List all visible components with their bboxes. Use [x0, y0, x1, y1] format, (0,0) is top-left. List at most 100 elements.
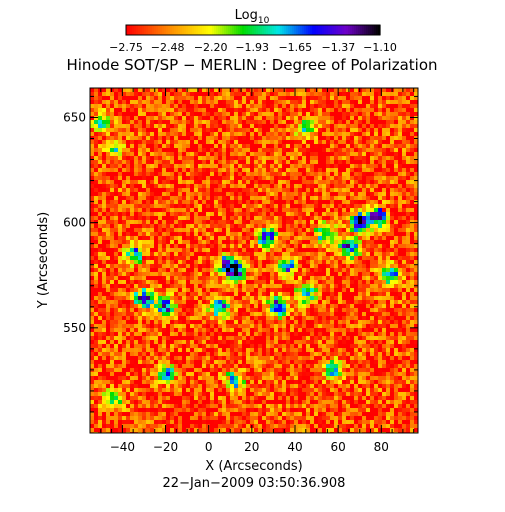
heatmap-cell — [130, 320, 134, 324]
heatmap-cell — [202, 252, 206, 256]
heatmap-cell — [290, 184, 294, 188]
heatmap-cell — [314, 112, 318, 116]
heatmap-cell — [90, 112, 94, 116]
heatmap-cell — [346, 240, 350, 244]
heatmap-cell — [198, 88, 202, 92]
heatmap-cell — [94, 316, 98, 320]
heatmap-cell — [222, 96, 226, 100]
heatmap-cell — [206, 156, 210, 160]
heatmap-cell — [138, 160, 142, 164]
heatmap-cell — [254, 284, 258, 288]
heatmap-cell — [230, 124, 234, 128]
heatmap-cell — [94, 240, 98, 244]
heatmap-cell — [94, 172, 98, 176]
heatmap-cell — [394, 224, 398, 228]
heatmap-cell — [402, 228, 406, 232]
heatmap-cell — [234, 168, 238, 172]
heatmap-cell — [122, 104, 126, 108]
heatmap-cell — [390, 124, 394, 128]
heatmap-cell — [310, 256, 314, 260]
heatmap-cell — [234, 92, 238, 96]
heatmap-cell — [146, 92, 150, 96]
heatmap-cell — [114, 184, 118, 188]
heatmap-cell — [226, 200, 230, 204]
heatmap-cell — [254, 288, 258, 292]
heatmap-cell — [286, 208, 290, 212]
heatmap-cell — [138, 308, 142, 312]
colorbar-segment — [160, 25, 163, 35]
colorbar-title: Log10 — [235, 8, 270, 26]
heatmap-cell — [298, 96, 302, 100]
heatmap-cell — [146, 276, 150, 280]
heatmap-cell — [118, 104, 122, 108]
heatmap-cell — [258, 240, 262, 244]
heatmap-cell — [246, 244, 250, 248]
heatmap-cell — [98, 252, 102, 256]
heatmap-cell — [354, 156, 358, 160]
heatmap-cell — [314, 228, 318, 232]
heatmap-cell — [102, 216, 106, 220]
heatmap-cell — [362, 256, 366, 260]
heatmap-cell — [110, 104, 114, 108]
heatmap-cell — [350, 184, 354, 188]
heatmap-cell — [198, 296, 202, 300]
heatmap-cell — [238, 288, 242, 292]
heatmap-cell — [386, 296, 390, 300]
heatmap-cell — [226, 100, 230, 104]
heatmap-cell — [206, 248, 210, 252]
heatmap-cell — [354, 160, 358, 164]
colorbar-segment — [142, 25, 145, 35]
heatmap-cell — [370, 284, 374, 288]
heatmap-cell — [122, 256, 126, 260]
heatmap-cell — [102, 176, 106, 180]
heatmap-cell — [138, 144, 142, 148]
heatmap-cell — [102, 284, 106, 288]
heatmap-cell — [362, 96, 366, 100]
heatmap-cell — [362, 200, 366, 204]
heatmap-cell — [318, 132, 322, 136]
heatmap-cell — [278, 236, 282, 240]
colorbar-segment — [276, 25, 279, 35]
heatmap-cell — [346, 104, 350, 108]
heatmap-cell — [250, 96, 254, 100]
heatmap-cell — [138, 112, 142, 116]
heatmap-cell — [290, 104, 294, 108]
heatmap-cell — [358, 168, 362, 172]
heatmap-cell — [394, 244, 398, 248]
heatmap-cell — [398, 260, 402, 264]
heatmap-cell — [354, 244, 358, 248]
heatmap-cell — [114, 172, 118, 176]
heatmap-cell — [226, 212, 230, 216]
heatmap-cell — [410, 176, 414, 180]
heatmap-cell — [290, 260, 294, 264]
heatmap-cell — [330, 300, 334, 304]
heatmap-cell — [106, 124, 110, 128]
heatmap-cell — [386, 208, 390, 212]
heatmap-cell — [174, 196, 178, 200]
heatmap-cell — [346, 284, 350, 288]
heatmap-cell — [202, 184, 206, 188]
heatmap-cell — [346, 88, 350, 92]
heatmap-cell — [150, 180, 154, 184]
heatmap-cell — [210, 116, 214, 120]
heatmap-cell — [398, 148, 402, 152]
heatmap-cell — [162, 228, 166, 232]
heatmap-cell — [370, 196, 374, 200]
heatmap-cell — [110, 148, 114, 152]
heatmap-cell — [134, 192, 138, 196]
heatmap-cell — [106, 104, 110, 108]
heatmap-cell — [382, 188, 386, 192]
heatmap-cell — [118, 292, 122, 296]
heatmap-cell — [150, 256, 154, 260]
heatmap-cell — [158, 164, 162, 168]
heatmap-cell — [102, 188, 106, 192]
heatmap-cell — [354, 188, 358, 192]
heatmap-cell — [410, 124, 414, 128]
heatmap-cell — [386, 224, 390, 228]
heatmap-cell — [378, 104, 382, 108]
heatmap-cell — [174, 208, 178, 212]
heatmap-cell — [154, 168, 158, 172]
heatmap-cell — [322, 204, 326, 208]
heatmap-cell — [110, 280, 114, 284]
heatmap-cell — [222, 204, 226, 208]
